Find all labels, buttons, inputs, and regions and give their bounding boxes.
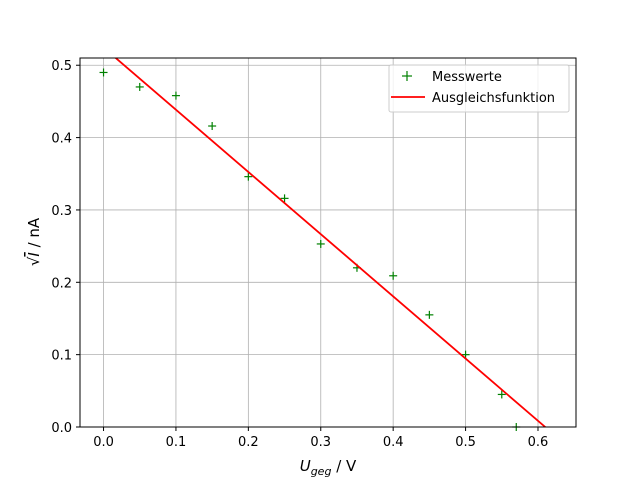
legend: Messwerte Ausgleichsfunktion (388, 64, 570, 113)
data-point (208, 122, 217, 131)
data-point (280, 194, 289, 203)
data-point (461, 350, 470, 359)
x-tick-label: 0.2 (238, 435, 259, 450)
fit-line (114, 58, 546, 427)
data-point (425, 310, 434, 319)
data-point (244, 172, 253, 181)
axes-frame (79, 57, 577, 428)
legend-box (388, 64, 570, 113)
y-tick-label: 0.4 (51, 132, 72, 147)
x-tick-label: 0.1 (166, 435, 187, 450)
legend-label-ausgleichsfunktion: Ausgleichsfunktion (432, 91, 555, 106)
data-point (135, 82, 144, 91)
x-axis-label: Ugeg / V (300, 457, 357, 478)
x-tick-label: 0.0 (93, 435, 114, 450)
y-tick-label: 0.1 (51, 349, 72, 364)
data-point (171, 91, 180, 100)
x-tick-label: 0.5 (455, 435, 476, 450)
x-tick-label: 0.6 (528, 435, 549, 450)
x-tick-label: 0.3 (310, 435, 331, 450)
y-tick-label: 0.2 (51, 276, 72, 291)
data-point (497, 390, 506, 399)
y-tick-label: 0.3 (51, 204, 72, 219)
svg-text:√I / nA: √I / nA (25, 217, 43, 266)
legend-entry-ausgleichsfunktion: Ausgleichsfunktion (391, 91, 555, 106)
y-tick-label: 0.5 (51, 59, 72, 74)
legend-entry-messwerte: Messwerte (402, 70, 502, 85)
plot-area (99, 58, 546, 431)
data-point (99, 68, 108, 77)
data-point (389, 271, 398, 280)
axis-ticks: 0.0 0.1 0.2 0.3 0.4 0.5 0.6 0.0 0.1 0.2 0.3 0.4 0.5 (51, 59, 548, 450)
sqrt-symbol: √ (25, 256, 43, 266)
y-axis-label: √I / nA (25, 217, 43, 266)
y-tick-label: 0.0 (51, 421, 72, 436)
data-point (316, 239, 325, 248)
x-tick-label: 0.4 (383, 435, 404, 450)
legend-label-messwerte: Messwerte (432, 70, 502, 85)
